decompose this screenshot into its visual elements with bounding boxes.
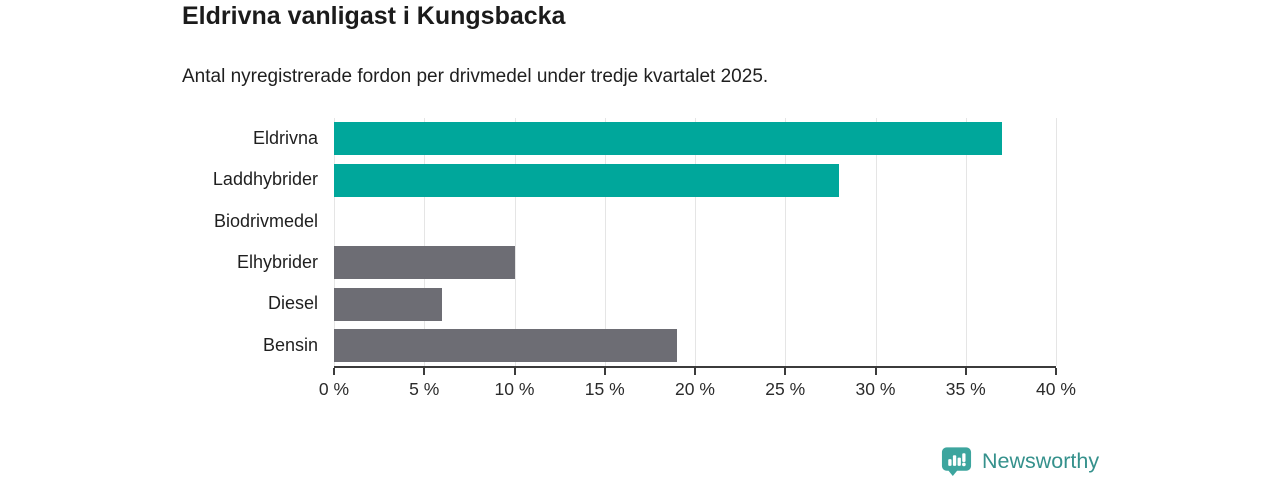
gridline: [965, 118, 967, 366]
x-axis-tick-label: 20 %: [675, 379, 715, 399]
category-axis: Eldrivna Laddhybrider Biodrivmedel Elhybrid…: [0, 118, 318, 366]
x-axis-tick: [333, 368, 335, 375]
gridline: [1056, 118, 1057, 366]
category-label: Laddhybrider: [212, 169, 318, 190]
x-axis-tick-label: 5 %: [409, 379, 440, 399]
x-axis-tick-label: 30 %: [855, 379, 896, 399]
x-axis-tick: [784, 368, 787, 375]
x-axis-tick-label: 25 %: [765, 379, 806, 399]
x-axis-tick: [603, 368, 606, 375]
bar-bensin: [334, 328, 677, 362]
x-axis-tick-label: 40 %: [1036, 379, 1076, 399]
category-label: Diesel: [267, 293, 318, 314]
x-axis-tick-label: 35 %: [945, 379, 986, 399]
x-axis: 0 % 5 % 10 % 15 % 20 % 25 % 30 % 35 % 40 %: [319, 366, 1076, 410]
bar-diesel: [334, 287, 443, 321]
x-axis-tick-label: 15 %: [584, 379, 625, 399]
category-label: Eldrivna: [252, 128, 318, 148]
category-label: Biodrivmedel: [213, 210, 318, 231]
x-axis-tick: [874, 368, 877, 375]
bar-laddhybrider: [334, 163, 840, 197]
chart-title: Eldrivna vanligast i Kungsbacka: [182, 2, 566, 30]
category-label: Elhybrider: [236, 252, 318, 272]
gridline: [604, 118, 606, 366]
x-axis-tick: [423, 368, 426, 375]
x-axis-tick: [513, 368, 516, 375]
newsworthy-logo-text: Newsworthy: [982, 449, 1100, 473]
gridline: [424, 118, 426, 366]
x-axis-tick: [964, 368, 967, 375]
gridline: [785, 118, 787, 366]
x-axis-tick: [694, 368, 696, 375]
plot-area: [334, 118, 1057, 366]
bar-chart-speech-bubble-icon: [941, 447, 972, 477]
gridline: [514, 118, 516, 366]
gridline: [875, 118, 877, 366]
x-axis-tick-label: 10 %: [494, 379, 535, 399]
x-axis-tick-label: 0 %: [318, 379, 350, 399]
x-axis-tick: [1055, 368, 1057, 375]
category-label: Bensin: [262, 334, 318, 355]
bar-elhybrider: [334, 246, 515, 280]
chart-subtitle: Antal nyregistrerade fordon per drivmede…: [182, 66, 769, 87]
newsworthy-logo: Newsworthy: [940, 445, 1099, 478]
gridline: [695, 118, 696, 366]
gridline: [334, 118, 335, 366]
bar-eldrivna: [334, 122, 1002, 156]
